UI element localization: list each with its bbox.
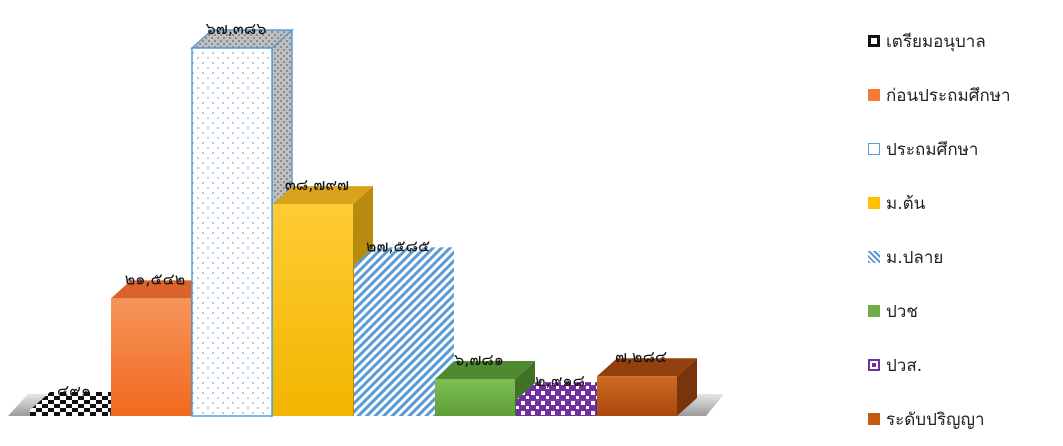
legend-swatch <box>868 35 880 47</box>
bar-top <box>111 280 211 299</box>
bar-top <box>516 382 616 401</box>
bar-top <box>435 360 535 379</box>
bar-front <box>597 376 677 416</box>
bar-front <box>191 47 273 417</box>
legend-label: ระดับปริญญา <box>886 409 985 430</box>
legend-label: ม.ต้น <box>886 193 926 214</box>
data-label-8: ๗,๒๘๔ <box>615 347 667 366</box>
legend-item-4: ม.ต้น <box>868 176 1063 230</box>
bar-front <box>273 204 353 416</box>
bar-front <box>516 400 596 416</box>
data-label-3: ๖๗,๓๘๖ <box>206 19 267 38</box>
bar-top <box>597 358 697 377</box>
bar-5 <box>354 247 454 416</box>
legend-label: ม.ปลาย <box>886 247 944 268</box>
legend-item-7: ปวส. <box>868 338 1063 392</box>
bar-front <box>354 265 434 416</box>
legend: เตรียมอนุบาลก่อนประถมศึกษาประถมศึกษาม.ต้… <box>868 14 1063 446</box>
legend-label: ประถมศึกษา <box>886 139 979 160</box>
data-label-7: ๒,๙๑๘ <box>535 371 585 390</box>
bar-top <box>30 392 130 410</box>
bar-front <box>435 378 515 416</box>
data-label-4: ๓๘,๗๙๗ <box>285 175 349 194</box>
bar-front <box>111 298 191 416</box>
legend-swatch <box>868 251 880 263</box>
bar-top <box>273 186 373 205</box>
bar-top <box>354 247 454 266</box>
bar-side <box>677 358 697 416</box>
legend-swatch <box>868 359 880 371</box>
legend-swatch <box>868 413 880 425</box>
legend-swatch <box>868 143 880 155</box>
bar-front <box>30 410 110 416</box>
legend-label: ปวช <box>886 301 918 322</box>
legend-label: ก่อนประถมศึกษา <box>886 85 1011 106</box>
legend-label: เตรียมอนุบาล <box>886 31 986 52</box>
data-label-2: ๒๑,๕๔๒ <box>125 269 186 288</box>
data-label-1: ๔๙๑ <box>57 381 91 400</box>
legend-item-8: ระดับปริญญา <box>868 392 1063 446</box>
legend-item-6: ปวช <box>868 284 1063 338</box>
legend-item-1: เตรียมอนุบาล <box>868 14 1063 68</box>
legend-item-3: ประถมศึกษา <box>868 122 1063 176</box>
bar-8 <box>597 358 697 416</box>
data-label-6: ๖,๗๘๑ <box>454 350 504 369</box>
legend-label: ปวส. <box>886 355 923 376</box>
legend-swatch <box>868 197 880 209</box>
legend-swatch <box>868 305 880 317</box>
data-label-5: ๒๗,๕๘๕ <box>366 236 430 255</box>
legend-item-2: ก่อนประถมศึกษา <box>868 68 1063 122</box>
legend-item-5: ม.ปลาย <box>868 230 1063 284</box>
legend-swatch <box>868 89 880 101</box>
